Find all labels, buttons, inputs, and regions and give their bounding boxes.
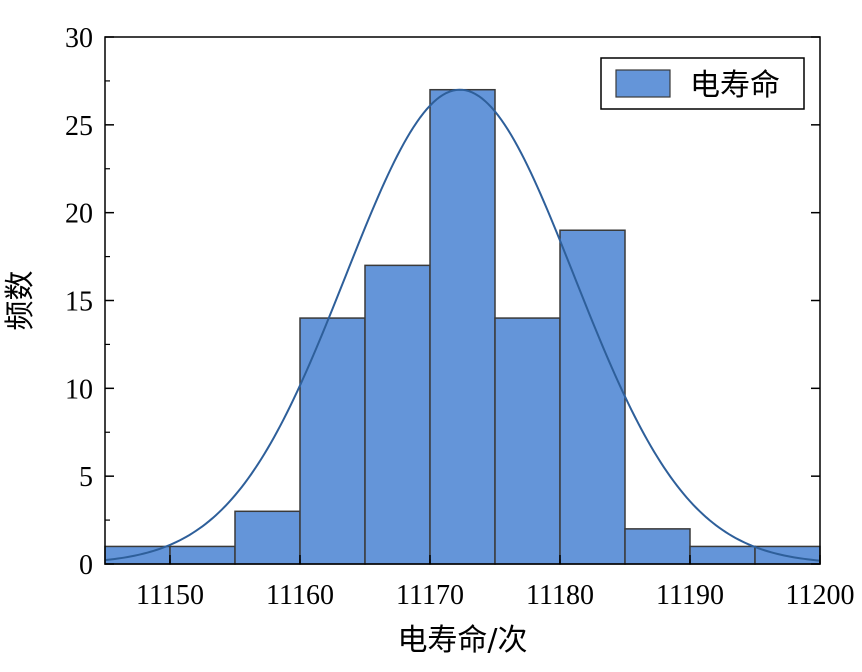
x-tick-label: 11180	[526, 580, 594, 611]
legend: 电寿命	[600, 57, 805, 110]
y-axis-title: 频数	[3, 271, 38, 331]
histogram-bar	[689, 545, 756, 565]
x-tick-label: 11160	[266, 580, 334, 611]
histogram-bar	[429, 88, 496, 565]
x-tick-label: 11170	[396, 580, 464, 611]
y-tick-label: 25	[65, 111, 93, 142]
histogram-bar	[299, 317, 366, 565]
x-tick-label: 11190	[656, 580, 724, 611]
y-tick-label: 30	[65, 23, 93, 54]
histogram-bar	[624, 528, 691, 565]
y-tick-label: 5	[79, 462, 93, 493]
y-tick-label: 10	[65, 374, 93, 405]
x-tick-label: 11150	[136, 580, 204, 611]
tick-labels: 0 5 10 15 20 25 30 11150 11160 11170 11180 11190 112…	[65, 23, 854, 611]
histogram-bar	[494, 317, 561, 565]
y-tick-label: 20	[65, 199, 93, 230]
normal-fit-curve	[104, 88, 821, 562]
bars-group	[104, 88, 821, 565]
x-tick-label: 11200	[786, 580, 855, 611]
legend-label: 电寿命	[690, 68, 780, 103]
y-tick-label: 0	[79, 550, 93, 581]
histogram-bar	[234, 510, 301, 565]
x-axis-title: 电寿命/次	[397, 623, 527, 658]
axis-ticks	[105, 36, 821, 565]
histogram-bar	[169, 545, 236, 565]
histogram-bar	[559, 229, 626, 565]
legend-swatch	[615, 69, 671, 98]
histogram-bar	[364, 264, 431, 565]
y-tick-label: 15	[65, 287, 93, 318]
